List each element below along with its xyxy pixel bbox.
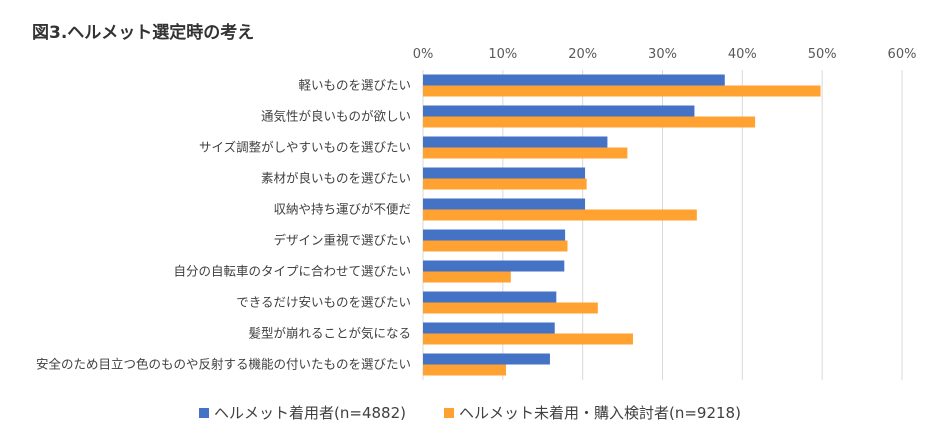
legend-label-wearers: ヘルメット着用者(n=4882) xyxy=(214,404,406,422)
category-label: サイズ調整がしやすいものを選びたい xyxy=(199,140,411,155)
bar-non-wearers xyxy=(423,333,633,345)
x-tick-label: 10% xyxy=(488,47,517,62)
bar-wearers xyxy=(423,74,725,86)
bar-non-wearers xyxy=(423,240,568,252)
bar-non-wearers xyxy=(423,271,511,283)
x-tick-label: 40% xyxy=(728,47,757,62)
bar-chart: 0% 10% 20% 30% 40% 50% 60% 軽いものを選びたい通気性が良いものが欲… xyxy=(36,47,917,380)
bar-wearers xyxy=(423,291,557,303)
bar-non-wearers xyxy=(423,85,821,97)
category-labels: 軽いものを選びたい通気性が良いものが欲しいサイズ調整がしやすいものを選びたい素材… xyxy=(36,78,411,372)
bar-non-wearers xyxy=(423,209,697,221)
category-label: 安全のため目立つ色のものや反射する機能の付いたものを選びたい xyxy=(36,357,411,372)
bar-non-wearers xyxy=(423,178,587,190)
bar-wearers xyxy=(423,136,608,148)
bars xyxy=(423,74,821,376)
legend-swatch-non-wearers xyxy=(444,407,454,418)
bar-wearers xyxy=(423,260,565,272)
category-label: 通気性が良いものが欲しい xyxy=(261,109,411,124)
category-label: 自分の自転車のタイプに合わせて選びたい xyxy=(173,264,411,279)
chart-title: 図3.ヘルメット選定時の考え xyxy=(32,23,255,43)
category-label: デザイン重視で選びたい xyxy=(273,233,411,248)
bar-wearers xyxy=(423,229,566,241)
x-tick-label: 20% xyxy=(568,47,597,62)
bar-non-wearers xyxy=(423,116,756,128)
x-tick-label: 0% xyxy=(413,47,434,62)
x-tick-label: 30% xyxy=(648,47,677,62)
x-tick-label: 50% xyxy=(808,47,837,62)
bar-non-wearers xyxy=(423,147,628,159)
bar-wearers xyxy=(423,167,586,179)
category-label: 素材が良いものを選びたい xyxy=(261,171,411,186)
legend-label-non-wearers: ヘルメット未着用・購入検討者(n=9218) xyxy=(459,404,741,422)
legend-swatch-wearers xyxy=(199,407,210,418)
legend: ヘルメット着用者(n=4882) ヘルメット未着用・購入検討者(n=9218) xyxy=(0,402,940,423)
x-axis-ticks: 0% 10% 20% 30% 40% 50% 60% xyxy=(413,47,917,62)
bar-non-wearers xyxy=(423,364,507,376)
category-label: 軽いものを選びたい xyxy=(298,78,411,93)
x-tick-label: 60% xyxy=(888,47,917,62)
bar-non-wearers xyxy=(423,302,598,314)
bar-wearers xyxy=(423,198,586,210)
legend-item-wearers: ヘルメット着用者(n=4882) xyxy=(199,402,406,423)
bar-wearers xyxy=(423,105,695,117)
category-label: できるだけ安いものを選びたい xyxy=(236,295,411,310)
category-label: 収納や持ち運びが不便だ xyxy=(273,202,411,217)
category-label: 髪型が崩れることが気になる xyxy=(248,326,411,341)
bar-wearers xyxy=(423,322,555,334)
legend-item-non-wearers: ヘルメット未着用・購入検討者(n=9218) xyxy=(444,402,741,423)
bar-wearers xyxy=(423,353,550,365)
